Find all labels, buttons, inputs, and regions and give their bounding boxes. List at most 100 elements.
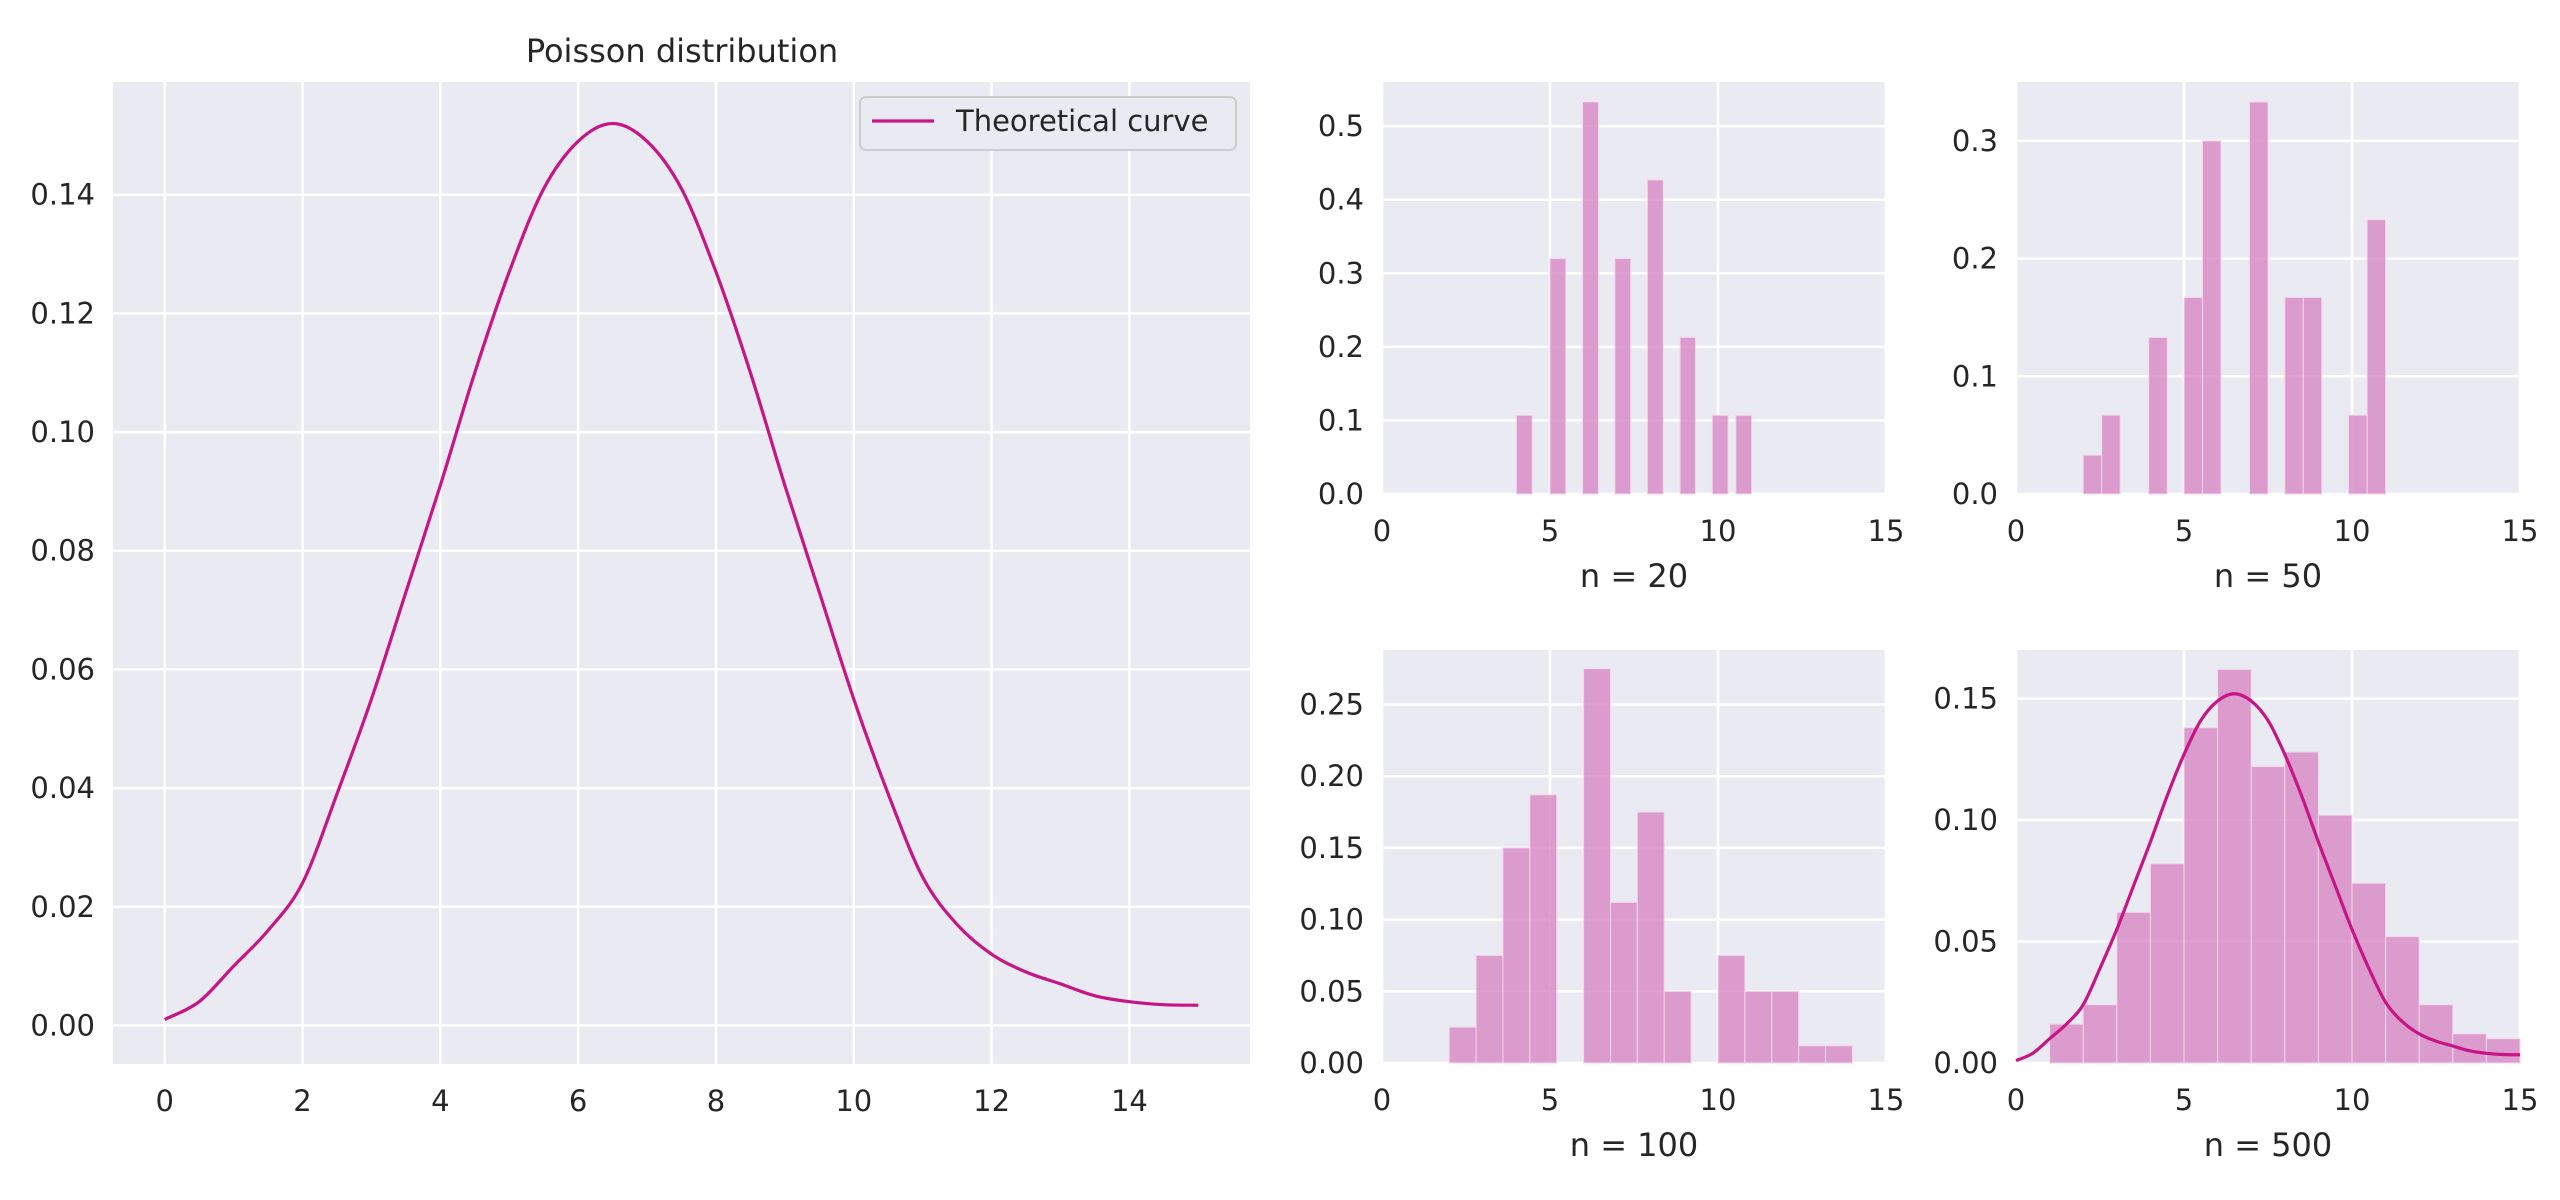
sub1-x-axis-label: n = 20 (1580, 557, 1688, 595)
sub3-histogram-bar (1798, 1045, 1827, 1064)
sub1-histogram-bar (1679, 336, 1696, 495)
sub1-histogram-bar (1549, 258, 1567, 495)
sub3-y-tick-label: 0.15 (1299, 831, 1364, 865)
sub1-histogram-bar (1582, 101, 1599, 495)
sub2-histogram-bar (2183, 296, 2203, 495)
sub4-histogram-bar (2284, 751, 2319, 1064)
sub3-x-tick-label: 15 (1868, 1083, 1905, 1117)
sub3-x-tick-label: 10 (1700, 1083, 1737, 1117)
sub4-y-tick-label: 0.10 (1933, 803, 1998, 837)
main-x-tick-label: 8 (707, 1084, 725, 1118)
sub3-x-axis-label: n = 100 (1570, 1126, 1699, 1164)
sub2-histogram-bar (2366, 219, 2387, 495)
sub2-y-tick-label: 0.0 (1952, 477, 1998, 511)
main-x-tick-label: 4 (431, 1084, 449, 1118)
sub2-histogram-bar (2148, 336, 2168, 495)
sub1-y-tick-label: 0.5 (1318, 109, 1364, 143)
sub1-y-tick-label: 0.2 (1318, 330, 1364, 364)
sub4-x-axis-label: n = 500 (2204, 1126, 2333, 1164)
main-y-tick-label: 0.04 (30, 771, 95, 805)
main-x-tick-label: 6 (569, 1084, 587, 1118)
main-x-tick-label: 10 (835, 1084, 872, 1118)
sub1-y-tick-label: 0.0 (1318, 477, 1364, 511)
main-theoretical-curve-line (163, 121, 1199, 1021)
sub3-y-tick-label: 0.25 (1299, 687, 1364, 721)
sub1-histogram-bar (1735, 414, 1753, 495)
sub2-y-tick-label: 0.1 (1952, 359, 1998, 393)
sub3-histogram-bar (1663, 990, 1692, 1064)
sub4-x-tick-label: 15 (2502, 1083, 2539, 1117)
sub3-histogram-bar (1717, 954, 1746, 1064)
sub3-y-tick-label: 0.20 (1299, 759, 1364, 793)
legend-label: Theoretical curve (955, 104, 1208, 138)
sub1-x-tick-label: 10 (1700, 514, 1737, 548)
sub3-x-tick-label: 0 (1373, 1083, 1391, 1117)
main-y-tick-label: 0.00 (30, 1008, 95, 1042)
sub2-histogram-bar (2082, 454, 2103, 495)
sub4-histogram-bar (2183, 727, 2219, 1064)
sub3-histogram-bar (1475, 954, 1504, 1064)
sub2-histogram-bar (2101, 414, 2121, 495)
main-plot-area (113, 82, 1250, 1064)
main-chart-panel: 0 2 4 6 8 10 12 14 0.00 0.02 0.04 0.06 0.08 0.10 0.12 0… (30, 82, 1250, 1118)
sub3-histogram-bar (1448, 1026, 1477, 1064)
histogram-n500-panel: 0 5 10 15 0.00 0.05 0.10 0.15 n = 500 (1933, 650, 2538, 1164)
sub3-y-tick-label: 0.00 (1299, 1046, 1364, 1080)
sub4-x-tick-label: 0 (2007, 1083, 2025, 1117)
sub4-histogram-bar (2217, 668, 2252, 1064)
sub4-histogram-bar (2385, 936, 2420, 1064)
sub2-y-tick-label: 0.2 (1952, 242, 1998, 276)
main-chart-title: Poisson distribution (526, 32, 838, 70)
main-y-tick-label: 0.10 (30, 415, 95, 449)
main-y-tick-label: 0.06 (30, 652, 95, 686)
sub2-histogram-bar (2249, 101, 2269, 495)
sub3-histogram-bar (1583, 668, 1611, 1064)
sub3-histogram-bar (1825, 1045, 1853, 1064)
sub4-histogram-bar (2351, 882, 2387, 1064)
main-y-tick-label: 0.14 (30, 178, 95, 212)
sub1-histogram-bar (1711, 414, 1729, 495)
sub1-plot-area (1382, 82, 1886, 494)
sub1-x-tick-label: 0 (1373, 514, 1391, 548)
main-x-tick-label: 0 (155, 1084, 173, 1118)
sub2-histogram-bar (2201, 140, 2222, 495)
sub3-histogram-bar (1744, 990, 1773, 1064)
sub1-histogram-bar (1646, 179, 1664, 495)
sub2-histogram-bar (2302, 296, 2323, 495)
histogram-n20-panel: 0 5 10 15 0.0 0.1 0.2 0.3 0.4 0.5 n = 20 (1318, 82, 1904, 595)
sub4-histogram-bar (2250, 766, 2286, 1064)
main-y-tick-label: 0.02 (30, 890, 95, 924)
sub2-x-tick-label: 5 (2175, 514, 2193, 548)
sub4-y-tick-label: 0.00 (1933, 1046, 1998, 1080)
sub4-theoretical-curve-line (2015, 692, 2521, 1063)
sub2-x-axis-label: n = 50 (2214, 557, 2322, 595)
legend: Theoretical curve (859, 96, 1237, 151)
sub4-histogram-bar (2418, 1004, 2454, 1064)
sub4-y-tick-label: 0.15 (1933, 682, 1998, 716)
sub1-x-tick-label: 5 (1541, 514, 1559, 548)
sub2-x-tick-label: 0 (2007, 514, 2025, 548)
sub1-histogram-bar (1515, 414, 1533, 495)
sub3-histogram-bar (1636, 811, 1665, 1064)
sub2-histogram-bar (2348, 414, 2368, 495)
sub1-y-tick-label: 0.3 (1318, 256, 1364, 290)
main-x-tick-label: 12 (973, 1084, 1010, 1118)
sub4-x-tick-label: 5 (2175, 1083, 2193, 1117)
sub3-histogram-bar (1771, 990, 1800, 1064)
sub3-histogram-bar (1529, 794, 1558, 1064)
sub1-histogram-bar (1614, 258, 1632, 495)
sub2-x-tick-label: 15 (2502, 514, 2539, 548)
sub3-x-tick-label: 5 (1541, 1083, 1559, 1117)
main-y-tick-label: 0.08 (30, 534, 95, 568)
sub4-histogram-bar (2116, 911, 2151, 1064)
sub3-y-tick-label: 0.05 (1299, 974, 1364, 1008)
sub4-histogram-bar (2149, 863, 2185, 1064)
sub2-x-tick-label: 10 (2334, 514, 2371, 548)
sub4-histogram-bar (2049, 1023, 2084, 1064)
sub4-y-tick-label: 0.05 (1933, 925, 1998, 959)
sub4-histogram-bar (2485, 1038, 2521, 1064)
main-y-tick-label: 0.12 (30, 296, 95, 330)
legend-box (859, 96, 1237, 151)
sub4-histogram-bar (2082, 1004, 2118, 1064)
